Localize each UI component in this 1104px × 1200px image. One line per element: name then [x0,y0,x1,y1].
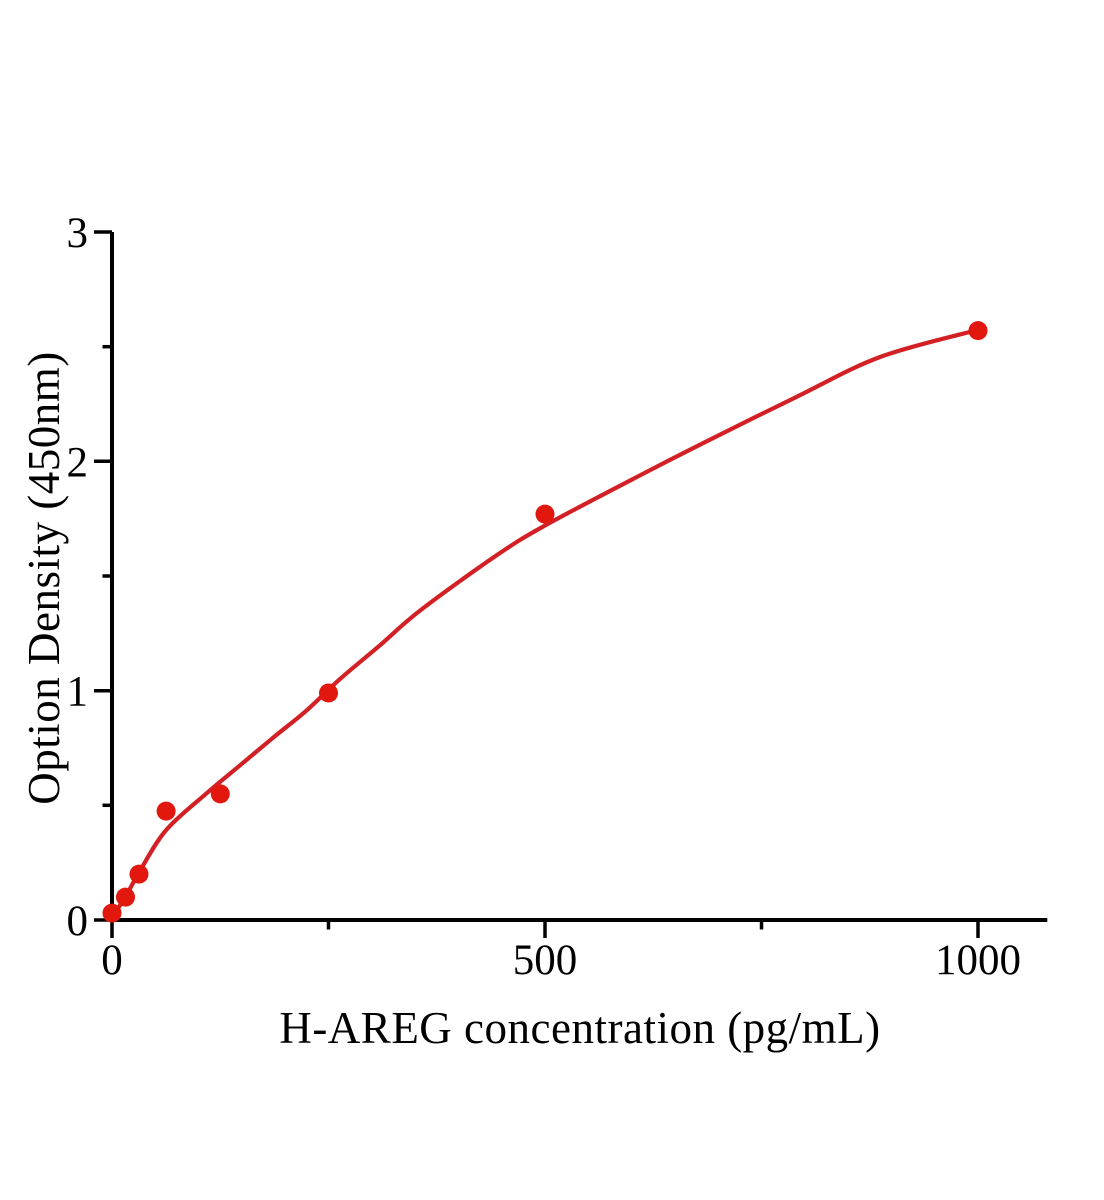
data-point [102,903,122,923]
y-tick-label: 0 [67,898,89,945]
data-point [129,864,149,884]
x-tick-label: 500 [513,937,578,984]
y-tick-label: 1 [67,669,89,716]
data-point [210,784,230,804]
x-tick-label: 0 [101,937,123,984]
y-axis-title: Option Density (450nm) [19,351,69,805]
data-point [116,887,135,907]
fitted-curve-path [109,327,981,920]
data-point [156,801,176,821]
data-point [535,504,555,524]
x-tick-label: 1000 [935,937,1021,984]
y-tick-label: 2 [67,439,89,486]
data-point [319,683,338,703]
data-point [968,321,988,341]
x-axis-title: H-AREG concentration (pg/mL) [279,1003,881,1053]
y-tick-label: 3 [67,210,89,257]
